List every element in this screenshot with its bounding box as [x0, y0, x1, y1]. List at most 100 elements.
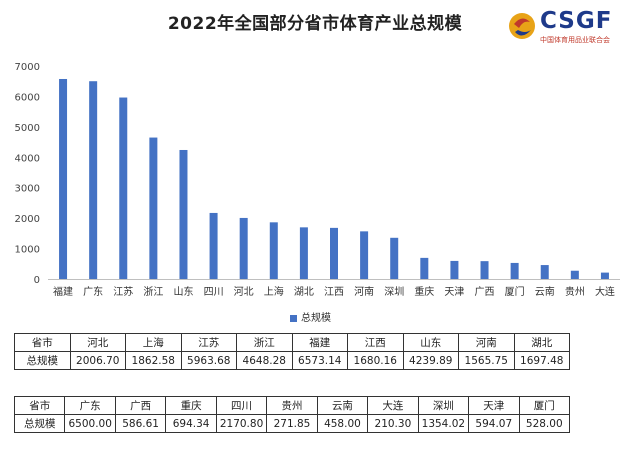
bar: [510, 262, 519, 279]
bar: [119, 97, 128, 279]
table-header-label: 省市: [13, 396, 66, 415]
x-tick-label: 江苏: [113, 285, 133, 298]
bar: [239, 217, 248, 279]
table-row-label: 总规模: [14, 351, 71, 370]
x-tick-label: 湖北: [294, 286, 314, 298]
y-tick-label: 7000: [15, 62, 40, 73]
table-cell: 694.34: [165, 414, 217, 433]
table-cell: 江苏: [180, 333, 237, 352]
x-tick-label: 天津: [444, 286, 464, 298]
bar: [390, 237, 399, 279]
table-cell: 6500.00: [64, 414, 116, 433]
bar: [209, 212, 218, 279]
y-tick-label: 1000: [15, 245, 40, 256]
table-cell: 528.00: [518, 414, 571, 433]
bar: [360, 231, 369, 279]
table-cell: 586.61: [114, 414, 167, 433]
table-cell: 大连: [367, 396, 419, 415]
bar: [179, 149, 188, 279]
table-cell: 深圳: [417, 396, 470, 415]
table-cell: 厦门: [518, 396, 571, 415]
table-cell: 山东: [402, 333, 459, 352]
bar: [269, 222, 278, 279]
bar: [330, 227, 338, 279]
logo-text: CSGF: [540, 8, 613, 34]
bar: [420, 257, 429, 279]
bar-chart: 0 1000 2000 3000 4000 5000 6000 7000 福建 广东 江苏 浙江 山东四…: [15, 62, 620, 298]
table-value-row: 总规模 2006.70 1862.58 5963.68 4648.28 6573…: [14, 351, 570, 370]
table-value-row: 总规模 6500.00 586.61 694.34 2170.80 271.85…: [13, 414, 571, 433]
x-tick-label: 广西: [475, 286, 495, 298]
x-tick-label: 深圳: [384, 286, 404, 298]
x-tick-label: 浙江: [143, 286, 163, 298]
table-cell: 四川: [215, 396, 268, 415]
bar: [89, 81, 98, 279]
x-tick-label: 河南: [354, 285, 374, 298]
bar: [59, 78, 68, 279]
logo-subtitle: 中国体育用品业联合会: [540, 36, 610, 44]
table-cell: 1680.16: [347, 351, 404, 370]
x-tick-label: 贵州: [565, 285, 585, 298]
table-cell: 天津: [468, 396, 520, 415]
table-row-label: 总规模: [13, 414, 66, 433]
table-cell: 2006.70: [69, 351, 126, 370]
chart-title: 2022年全国部分省市体育产业总规模: [167, 14, 463, 34]
table-cell: 上海: [125, 333, 182, 352]
x-tick-label: 云南: [535, 285, 555, 298]
table-cell: 210.30: [367, 414, 419, 433]
x-tick-label: 四川: [204, 287, 224, 298]
x-tick-label: 河北: [234, 286, 254, 298]
x-tick-label: 福建: [53, 285, 73, 298]
table-cell: 5963.68: [180, 351, 237, 370]
table-cell: 福建: [291, 333, 348, 352]
table-cell: 1354.02: [417, 414, 470, 433]
x-tick-label: 大连: [595, 285, 615, 298]
bar: [299, 227, 308, 279]
table-cell: 河南: [458, 333, 515, 352]
bar: [149, 137, 158, 279]
table-header-row: 省市 河北 上海 江苏 浙江 福建 江西 山东 河南 湖北: [14, 333, 570, 352]
bar: [540, 265, 549, 279]
table-cell: 湖北: [513, 333, 570, 352]
data-table-2: 省市 广东 广西 重庆 四川 贵州 云南 大连 深圳 天津 厦门 总规模 650…: [13, 396, 571, 433]
y-tick-label: 0: [34, 275, 40, 286]
y-tick-label: 6000: [15, 92, 40, 103]
y-tick-label: 2000: [15, 214, 40, 225]
table-header-row: 省市 广东 广西 重庆 四川 贵州 云南 大连 深圳 天津 厦门: [13, 396, 571, 415]
table-header-label: 省市: [14, 333, 71, 352]
data-table-1: 省市 河北 上海 江苏 浙江 福建 江西 山东 河南 湖北 总规模 2006.7…: [14, 333, 570, 370]
table-cell: 广西: [114, 396, 167, 415]
x-tick-label: 广东: [83, 285, 103, 298]
bar: [600, 272, 609, 279]
table-cell: 浙江: [236, 333, 293, 352]
bar: [480, 261, 489, 279]
table-cell: 1565.75: [458, 351, 515, 370]
table-cell: 271.85: [266, 414, 318, 433]
table-cell: 重庆: [165, 396, 217, 415]
table-cell: 6573.14: [291, 351, 348, 370]
chart-legend: 总规模: [290, 309, 331, 324]
table-cell: 广东: [64, 396, 116, 415]
y-tick-label: 5000: [15, 123, 40, 134]
x-tick-label: 山东: [173, 285, 193, 298]
table-cell: 贵州: [266, 396, 318, 415]
bar: [570, 270, 579, 279]
bar: [450, 260, 459, 279]
table-cell: 4239.89: [402, 351, 459, 370]
table-cell: 2170.80: [215, 414, 268, 433]
table-cell: 594.07: [468, 414, 520, 433]
x-tick-label: 上海: [264, 285, 284, 298]
table-cell: 江西: [347, 333, 404, 352]
x-tick-label: 江西: [324, 286, 344, 298]
table-cell: 云南: [316, 396, 369, 415]
legend-label: 总规模: [301, 313, 331, 324]
table-cell: 1862.58: [125, 351, 182, 370]
table-cell: 河北: [69, 333, 126, 352]
x-tick-label: 厦门: [505, 285, 525, 298]
y-tick-label: 4000: [15, 153, 40, 164]
x-tick-label: 重庆: [414, 285, 434, 298]
y-tick-label: 3000: [15, 184, 40, 195]
table-cell: 4648.28: [236, 351, 293, 370]
csgf-logo-icon: [509, 13, 535, 39]
legend-swatch: [290, 314, 297, 322]
